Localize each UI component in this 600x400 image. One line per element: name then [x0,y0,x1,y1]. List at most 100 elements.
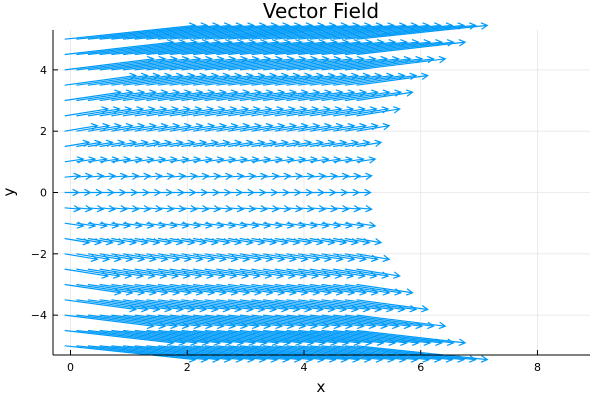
vector-arrow [193,204,210,213]
vector-arrow [356,268,401,279]
vector-arrow [64,172,82,181]
vector-arrow [204,172,222,181]
vector-arrow [344,39,455,56]
vector-arrow [356,156,377,164]
vector-arrow [333,314,424,330]
vector-arrow [146,204,163,213]
vector-arrow [239,55,330,71]
vector-arrow [216,55,307,71]
vector-arrow [169,314,260,330]
vector-arrow [356,314,447,330]
vector-arrow [204,55,295,71]
vector-arrow [263,314,354,330]
vector-arrow [356,139,383,148]
vector-arrow [157,314,249,330]
vector-arrow [87,55,179,71]
vector-arrow [286,55,377,71]
vector-arrow [111,55,202,71]
vector-arrow [356,122,391,132]
vector-arrow [321,204,338,213]
vector-arrow [321,314,412,330]
vector-arrow [111,314,202,330]
vector-arrow [356,55,447,71]
vector-arrow [356,106,401,117]
vector-arrow [111,204,128,213]
vector-arrow [64,139,91,148]
vector-arrow [193,314,284,330]
vector-arrow [228,314,319,330]
vector-arrow [76,204,93,213]
vector-arrow [286,314,377,330]
vector-arrow [134,314,225,330]
vector-arrow [356,204,373,213]
vector-arrow [286,172,303,181]
vector-arrow [356,22,489,40]
vector-arrow [263,204,280,213]
vector-arrow [64,204,82,213]
y-tick-label: 4 [40,64,47,77]
vector-arrow [87,314,179,330]
vector-arrow [344,204,362,213]
vector-arrow [158,204,175,213]
y-tick-label: 2 [40,125,47,138]
vector-arrow [344,329,455,346]
vector-arrow [134,55,225,71]
vector-arrow [181,55,272,71]
vector-arrow [204,204,222,213]
vector-arrow [76,314,167,330]
x-tick-label: 6 [417,361,424,374]
vector-arrow [87,204,105,213]
vector-arrow [298,314,389,330]
vector-arrow [99,314,190,330]
vector-arrow [64,156,85,164]
vector-arrow [122,172,140,181]
vector-arrow [216,172,233,181]
vector-arrow [99,55,190,71]
vector-arrow [344,172,362,181]
vector-arrow [64,55,155,71]
vector-arrow [99,172,117,181]
vector-arrow [228,204,245,213]
vector-arrow [274,314,365,330]
vector-arrow [321,55,412,71]
vector-arrow [356,237,383,246]
vector-arrow [251,314,342,330]
vector-arrow [274,172,292,181]
vector-arrow [64,221,85,229]
y-tick-label: −4 [31,309,47,322]
vector-arrow [64,314,155,330]
vector-arrow [216,204,233,213]
x-tick-label: 0 [67,361,74,374]
vector-arrow [356,72,429,86]
vector-arrow [181,204,198,213]
chart-title: Vector Field [263,0,379,23]
vector-arrow [99,204,117,213]
vector-arrow [309,314,400,330]
vector-arrow [146,172,163,181]
ticks: 0 2 4 6 8 −4 −2 0 2 4 [31,64,541,374]
vector-arrow [169,55,260,71]
vector-arrow [146,55,237,71]
vector-arrow [181,172,198,181]
vector-arrow [263,172,280,181]
vector-arrows [64,22,489,363]
vector-arrow [146,314,237,330]
vector-arrow [356,172,373,181]
vector-arrow [356,283,414,296]
vector-arrow [356,89,414,102]
vector-arrow [274,204,292,213]
x-axis-label: x [317,378,326,396]
x-tick-label: 8 [534,361,541,374]
vector-arrow [216,314,307,330]
vector-arrow [169,204,187,213]
vector-arrow [321,172,338,181]
vector-arrow [76,55,167,71]
vector-arrow [344,314,435,330]
vector-arrow [228,55,319,71]
x-tick-label: 4 [300,361,307,374]
vector-arrow [298,172,315,181]
vector-arrow [333,55,424,71]
vector-arrow [122,314,214,330]
vector-arrow [228,172,245,181]
